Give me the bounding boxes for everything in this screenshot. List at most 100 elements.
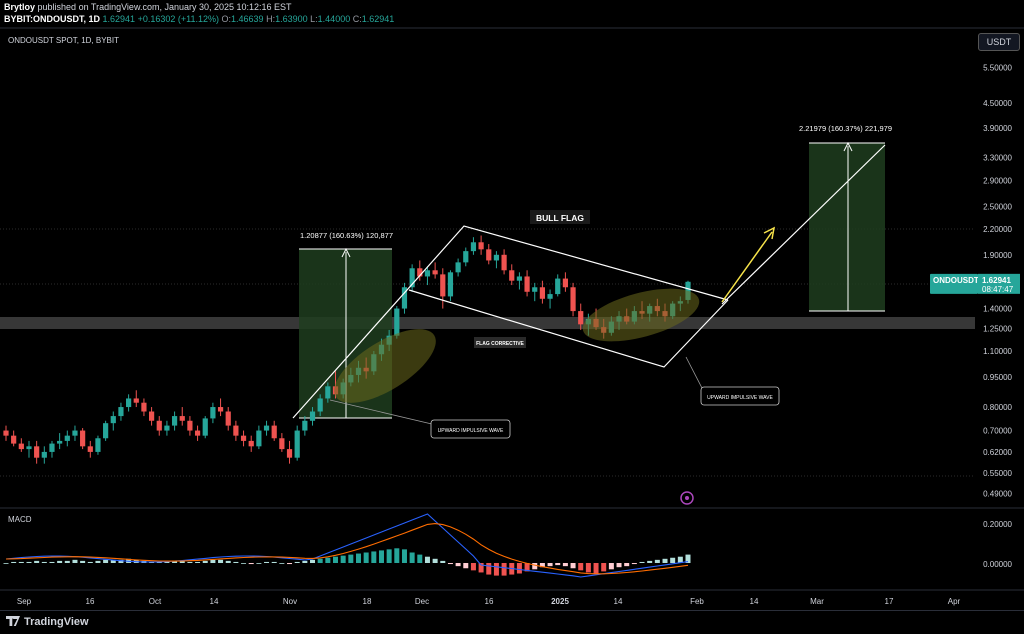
measure-label-1: 1.20877 (160.63%) 120,877	[300, 231, 393, 240]
candle-body	[578, 311, 584, 325]
macd-histogram-bar	[662, 558, 668, 563]
candle-body	[524, 276, 530, 292]
flag-pole-and-top-line	[292, 225, 729, 419]
macd-histogram-bar	[18, 561, 24, 563]
macd-histogram-bar	[654, 559, 660, 563]
candle-body	[486, 249, 492, 261]
price-tick-label: 2.90000	[983, 176, 1012, 185]
high-label: H:	[266, 14, 276, 24]
macd-tick-label: 0.00000	[983, 560, 1012, 569]
candle-body	[447, 272, 454, 297]
macd-histogram-bar	[378, 550, 384, 563]
macd-histogram-bar	[570, 563, 576, 569]
candle-body	[57, 440, 63, 444]
candle-body	[34, 446, 40, 458]
price-tick-label: 0.70000	[983, 427, 1012, 436]
macd-histogram-bar	[516, 563, 522, 574]
price-tick-label: 1.40000	[983, 305, 1012, 314]
candle-body	[493, 254, 500, 261]
time-tick-label: 14	[750, 597, 759, 606]
tradingview-logo[interactable]: TradingView	[6, 616, 89, 628]
candle-body	[256, 430, 262, 447]
macd-histogram-bar	[26, 561, 32, 563]
price-change: +0.16302 (+11.12%)	[137, 14, 219, 24]
signal-line	[5, 523, 689, 575]
footer: TradingView	[0, 610, 1024, 634]
time-axis: Sep 16 Oct 14 Nov 18 Dec 16 2025 14 Feb 14 Mar 17 Apr	[17, 597, 961, 606]
candle-body	[118, 407, 124, 417]
callout-label-2: UPWARD IMPULSIVE WAVE	[707, 395, 773, 401]
candle-body	[409, 268, 415, 288]
time-tick-label: 16	[86, 597, 95, 606]
macd-histogram-bar	[210, 559, 216, 563]
bull-flag-box	[530, 210, 590, 224]
candle-body	[455, 262, 461, 273]
candle-body	[187, 420, 193, 431]
candle-body	[547, 294, 553, 299]
candle-body	[279, 438, 285, 450]
price-tick-label: 1.25000	[983, 325, 1012, 334]
macd-histogram-bar	[233, 561, 239, 563]
macd-histogram-bar	[225, 560, 231, 563]
price-tick-label: 5.50000	[983, 64, 1012, 73]
macd-label: MACD	[8, 515, 32, 524]
impulse-ellipse-2	[582, 288, 700, 342]
macd-histogram-bar	[585, 563, 591, 573]
candle-body	[3, 430, 9, 436]
macd-histogram-bar	[118, 559, 124, 563]
candle-body	[570, 287, 576, 312]
macd-histogram-bar	[432, 558, 438, 563]
symbol-name: BYBIT:ONDOUSDT, 1D	[4, 14, 101, 24]
time-tick-label: Feb	[690, 597, 704, 606]
macd-histogram-bar	[363, 552, 369, 563]
currency-button[interactable]: USDT	[978, 33, 1020, 51]
macd-histogram-bar	[670, 557, 676, 563]
macd-histogram-bar	[195, 561, 201, 563]
macd-histogram-bar	[302, 560, 308, 563]
publish-info: Brytloy published on TradingView.com, Ja…	[4, 2, 292, 12]
macd-histogram-bar	[417, 554, 423, 563]
macd-histogram-bar	[355, 553, 361, 563]
candle-body	[87, 446, 93, 452]
candle-body	[555, 278, 561, 295]
candle-body	[194, 430, 201, 436]
macd-line	[5, 513, 689, 578]
open-value: 1.46639	[231, 14, 264, 24]
candle-body	[41, 451, 47, 458]
candle-body	[225, 411, 231, 426]
callout-leader-2	[685, 356, 704, 391]
candle-body	[148, 411, 155, 421]
macd-histogram-bar	[325, 557, 331, 563]
pane-title: ONDOUSDT SPOT, 1D, BYBIT	[8, 36, 119, 45]
candle-body	[141, 402, 147, 412]
close-value: 1.62941	[361, 14, 395, 24]
macd-histogram-bar	[271, 561, 277, 563]
candle-body	[463, 251, 469, 263]
macd-histogram-bar	[179, 560, 185, 563]
candle-body	[126, 398, 132, 408]
candle-body	[49, 443, 55, 452]
price-tick-label: 2.20000	[983, 225, 1012, 234]
event-icon	[680, 491, 694, 505]
price-tick-label: 4.50000	[983, 99, 1012, 108]
candle-body	[470, 242, 477, 252]
macd-histogram-bar	[156, 561, 162, 563]
candle-body	[317, 398, 323, 412]
candle-body	[432, 270, 438, 275]
published-text: published on TradingView.com, January 30…	[37, 2, 292, 12]
price-tick-label: 0.95000	[983, 373, 1012, 382]
publisher-name[interactable]: Brytloy	[4, 2, 36, 12]
candle-body	[110, 416, 116, 424]
time-tick-label: 14	[614, 597, 623, 606]
candle-body	[271, 425, 277, 439]
macd-histogram-bar	[187, 561, 193, 563]
macd-histogram-bar	[562, 563, 568, 567]
annotations: 1.20877 (160.63%) 120,877 2.21979 (160.37…	[300, 124, 892, 505]
flag-bottom-line	[408, 289, 729, 368]
time-tick-label: Nov	[283, 597, 297, 606]
candle-body	[11, 435, 17, 444]
candle-body	[72, 430, 78, 436]
candle-body	[248, 440, 254, 447]
brand-name: TradingView	[24, 616, 89, 628]
